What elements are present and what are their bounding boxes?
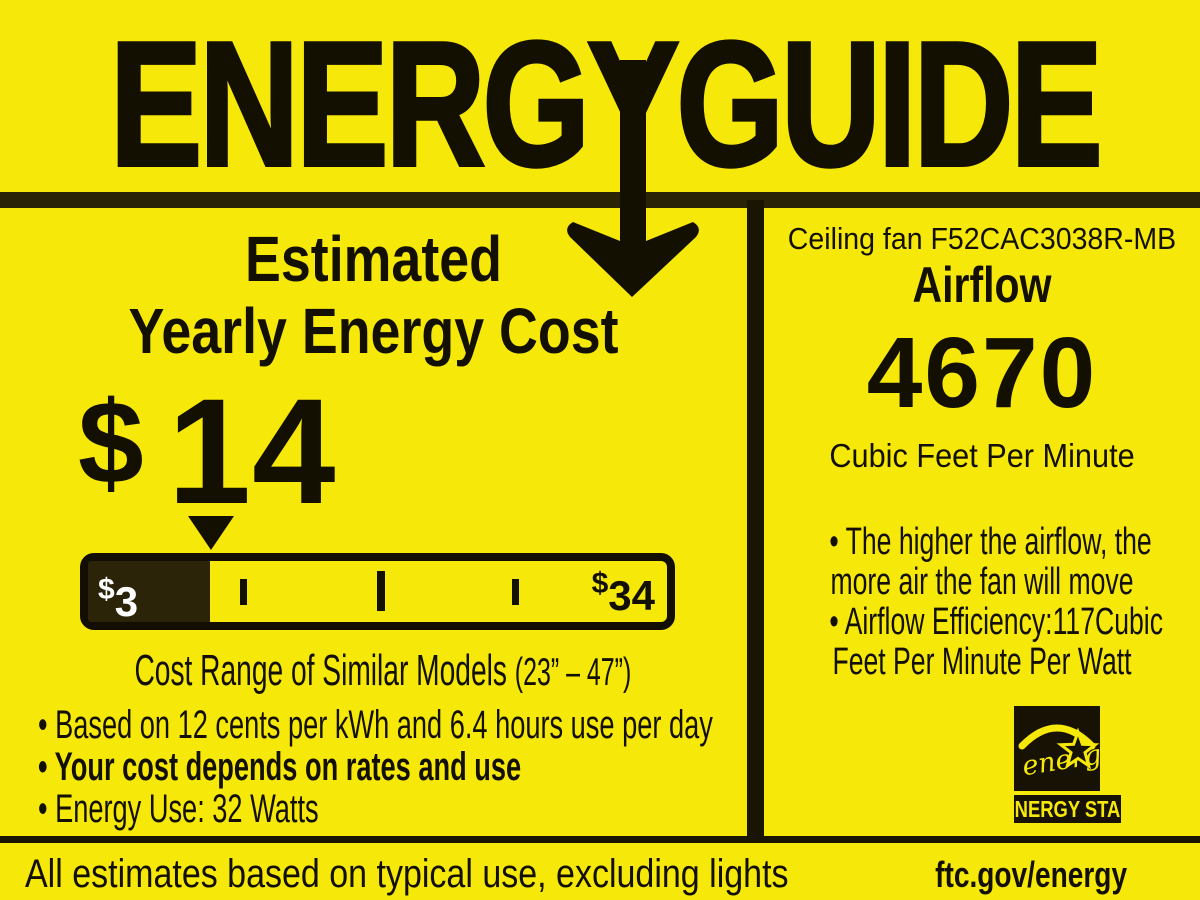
yearly-cost-value: $ 14	[78, 376, 337, 526]
star-icon	[1056, 727, 1100, 770]
heading-yearly-energy-cost: Yearly Energy Cost	[128, 295, 619, 367]
range-min-value: 3	[114, 578, 139, 625]
cost-range-caption: Cost Range of Similar Models (23” – 47”)	[134, 646, 631, 696]
airflow-panel: Ceiling fan F52CAC3038R-MB Airflow 4670 …	[764, 208, 1200, 836]
bullet-rate-assumption: • Based on 12 cents per kWh and 6.4 hour…	[38, 703, 713, 747]
vertical-divider	[747, 200, 764, 843]
bullet-airflow-line2: more air the fan will move	[830, 561, 1134, 603]
range-max-dollar: $	[591, 567, 609, 600]
ftc-url: ftc.gov/energy	[935, 854, 1127, 895]
footer-disclaimer: All estimates based on typical use, excl…	[25, 852, 789, 896]
bullet-efficiency-line2: Feet Per Minute Per Watt	[832, 641, 1132, 683]
range-max: $ 34	[592, 561, 655, 617]
airflow-unit: Cubic Feet Per Minute	[829, 437, 1135, 474]
product-model: Ceiling fan F52CAC3038R-MB	[787, 221, 1177, 256]
cost-amount: 14	[167, 367, 337, 535]
range-tick-2	[377, 571, 385, 611]
down-arrow-icon	[567, 60, 699, 297]
dollar-sign: $	[78, 377, 144, 509]
range-tick-3	[512, 579, 519, 605]
cost-range-bar: $ 3 $ 34	[80, 553, 675, 630]
footer-bar: All estimates based on typical use, excl…	[0, 843, 1200, 900]
page-title: ENERGYGUIDE	[108, 5, 1104, 203]
bullet-energy-use: • Energy Use: 32 Watts	[38, 787, 319, 831]
heading-estimated: Estimated	[245, 223, 502, 295]
bullet-cost-depends: • Your cost depends on rates and use	[38, 745, 522, 789]
cost-range-caption-main: Cost Range of Similar Models	[134, 646, 515, 695]
cost-range-bar-fill: $ 3	[88, 561, 210, 625]
range-tick-1	[240, 579, 247, 605]
range-min-dollar: $	[98, 573, 115, 606]
airflow-value: 4670	[866, 317, 1098, 429]
energy-star-wordmark-text: ENERGY STAR	[1001, 795, 1134, 822]
top-divider	[0, 192, 1200, 208]
energy-star-logo: energy	[1014, 706, 1119, 791]
airflow-heading: Airflow	[912, 257, 1052, 313]
bottom-divider	[0, 836, 1200, 843]
energy-star-wordmark: ENERGY STAR	[1002, 795, 1133, 823]
range-marker-triangle	[188, 516, 234, 550]
estimated-cost-panel: Estimated Yearly Energy Cost $ 14 $ 3 $ …	[0, 208, 747, 836]
cost-range-caption-sizes: (23” – 47”)	[514, 651, 632, 694]
energy-star-symbol-icon: energy	[1018, 724, 1119, 782]
range-max-value: 34	[608, 572, 655, 619]
bullet-efficiency-line1: • Airflow Efficiency:117Cubic	[829, 601, 1163, 643]
bullet-airflow-line1: • The higher the airflow, the	[829, 521, 1152, 563]
